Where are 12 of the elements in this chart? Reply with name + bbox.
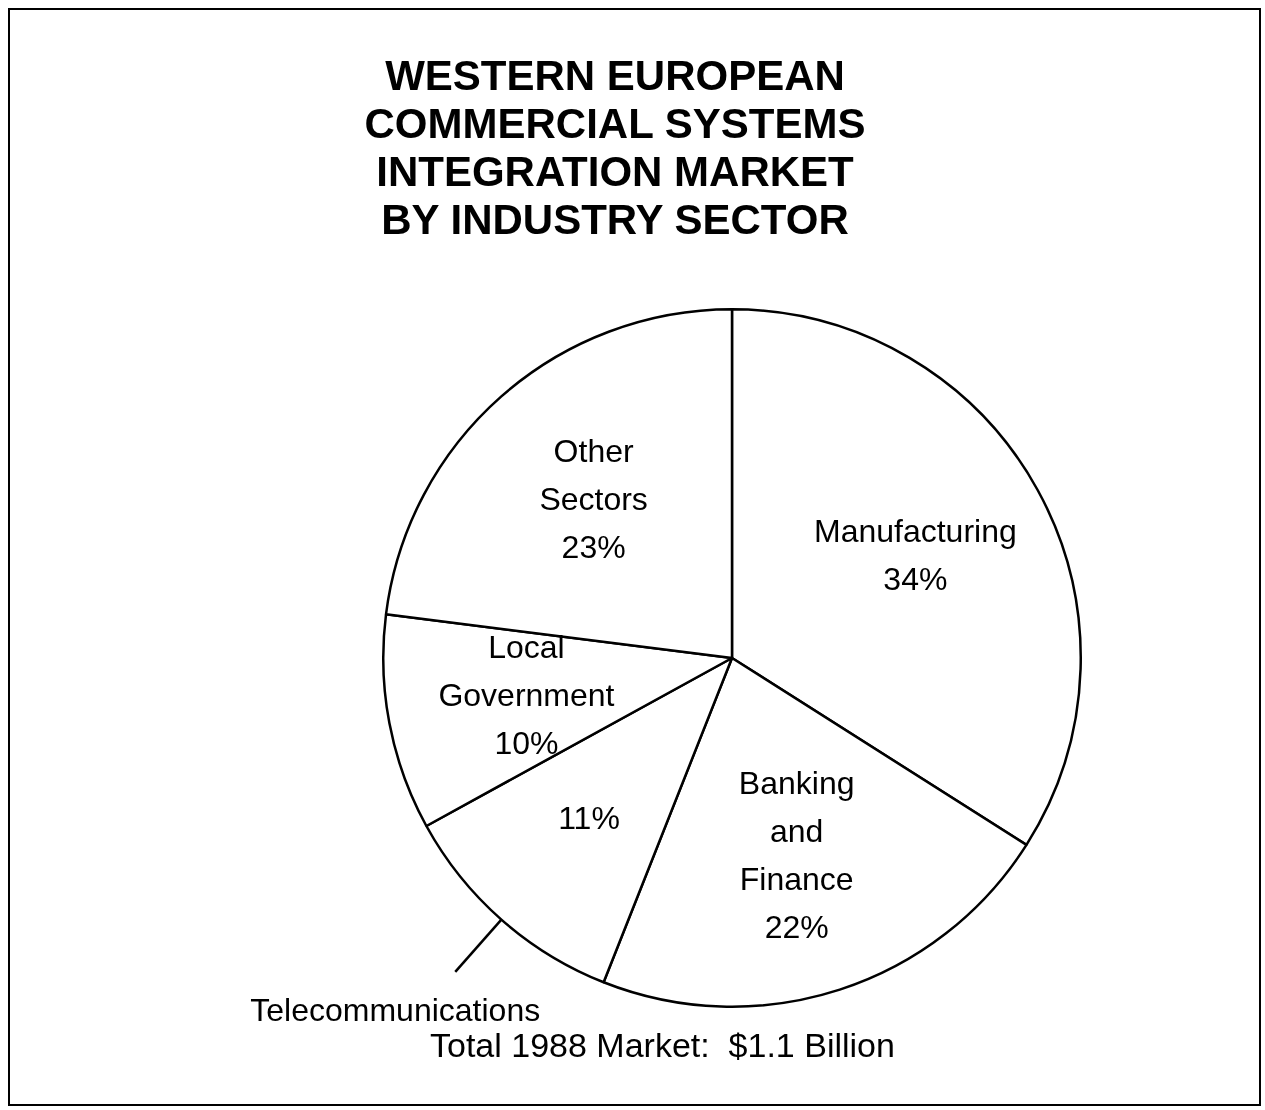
data-label: 23% <box>561 528 626 565</box>
slice-label: Local Government <box>438 629 615 714</box>
slice-label: Other Sectors <box>539 432 648 517</box>
data-label: 22% <box>764 908 829 945</box>
slice-label: Banking and Finance <box>738 764 855 897</box>
text: Total 1988 Market: $1.1 Billion <box>430 1026 895 1065</box>
slice-label: Manufacturing <box>813 513 1017 550</box>
data-label: 10% <box>494 725 559 762</box>
data-label: 11% <box>558 800 620 837</box>
data-label: 34% <box>883 561 948 598</box>
chart-title: WESTERN EUROPEAN COMMERCIAL SYSTEMS INTEGRATION MARKET BY INDUSTRY SECTOR <box>363 52 867 244</box>
slice-label: Telecommunications <box>250 991 541 1028</box>
